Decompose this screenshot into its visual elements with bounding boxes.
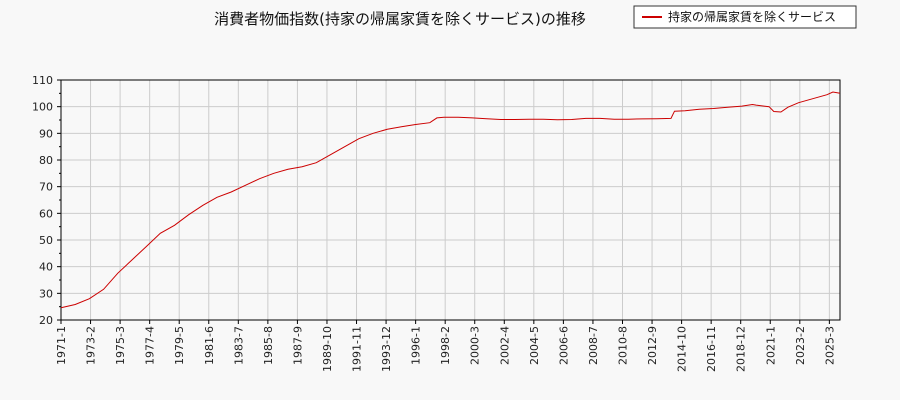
x-tick-label: 2021-1 bbox=[764, 326, 777, 365]
x-tick-label: 2000-3 bbox=[469, 326, 482, 365]
legend-box bbox=[633, 5, 857, 29]
y-tick-label: 60 bbox=[39, 207, 53, 220]
x-tick-label: 2002-4 bbox=[498, 326, 511, 365]
x-tick-label: 2016-11 bbox=[705, 326, 718, 372]
chart-title: 消費者物価指数(持家の帰属家賃を除くサービス)の推移 bbox=[214, 10, 586, 28]
x-tick-label: 1983-7 bbox=[232, 326, 245, 365]
x-tick-label: 1981-6 bbox=[203, 326, 216, 365]
y-tick-label: 50 bbox=[39, 234, 53, 247]
x-tick-label: 1985-8 bbox=[262, 326, 275, 365]
x-tick-label: 2014-10 bbox=[676, 326, 689, 372]
x-tick-label: 1993-12 bbox=[380, 326, 393, 372]
series-layer bbox=[60, 91, 841, 309]
x-tick-label: 1998-2 bbox=[439, 326, 452, 365]
y-tick-label: 30 bbox=[39, 287, 53, 300]
x-tick-label: 1987-9 bbox=[291, 326, 304, 365]
y-tick-label: 80 bbox=[39, 154, 53, 167]
x-tick-label: 2018-12 bbox=[735, 326, 748, 372]
x-tick-label: 1991-11 bbox=[351, 326, 364, 372]
x-tick-label: 1979-5 bbox=[173, 326, 186, 365]
x-tick-label: 2010-8 bbox=[616, 326, 629, 365]
x-tick-label: 2025-3 bbox=[823, 326, 836, 365]
x-tick-label: 1977-4 bbox=[144, 326, 157, 365]
y-tick-label: 40 bbox=[39, 261, 53, 274]
plot-frame bbox=[60, 79, 841, 321]
x-tick-label: 2023-2 bbox=[794, 326, 807, 365]
y-tick-label: 110 bbox=[32, 74, 53, 87]
legend: 持家の帰属家賃を除くサービス bbox=[633, 5, 857, 29]
y-tick-label: 20 bbox=[39, 314, 53, 327]
legend-label: 持家の帰属家賃を除くサービス bbox=[668, 9, 836, 24]
y-tick-label: 70 bbox=[39, 181, 53, 194]
x-tick-label: 2006-6 bbox=[557, 326, 570, 365]
grid bbox=[60, 79, 840, 321]
x-tick-label: 2004-5 bbox=[528, 326, 541, 365]
x-tick-label: 1973-2 bbox=[85, 326, 98, 365]
x-tick-label: 1975-3 bbox=[114, 326, 127, 365]
x-tick-label: 1989-10 bbox=[321, 326, 334, 372]
x-tick-label: 1971-1 bbox=[55, 326, 68, 365]
y-tick-label: 100 bbox=[32, 101, 53, 114]
x-tick-label: 2008-7 bbox=[587, 326, 600, 365]
series-line bbox=[60, 91, 841, 309]
x-tick-label: 2012-9 bbox=[646, 326, 659, 365]
y-tick-label: 90 bbox=[39, 127, 53, 140]
x-tick-label: 1996-1 bbox=[410, 326, 423, 365]
axes: 20 30 40 50 60 70 80 90 100 110 1971-1 1973-2 1975-3… bbox=[32, 74, 841, 372]
